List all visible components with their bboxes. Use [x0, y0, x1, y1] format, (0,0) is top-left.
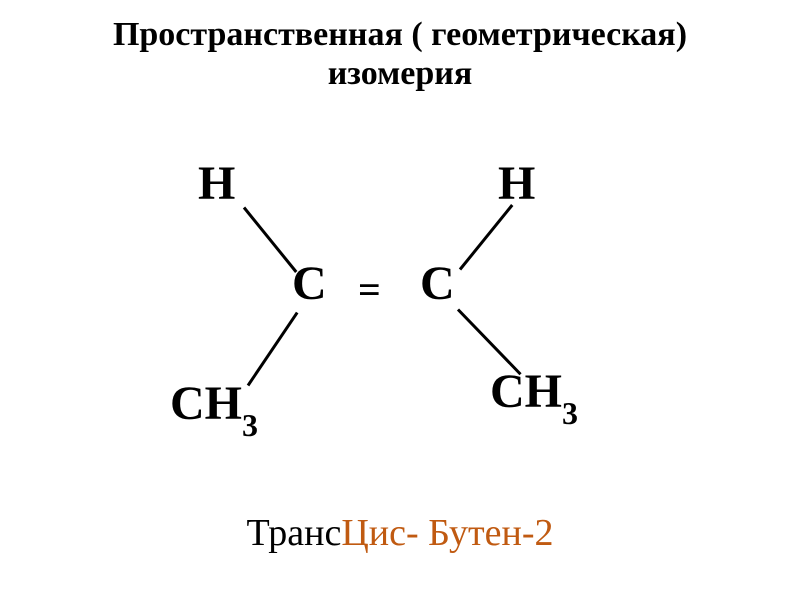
title-line-2: изомерия: [0, 54, 800, 93]
atom-ch3-left: CH3: [170, 380, 258, 435]
atom-ch3-right: CH3: [490, 368, 578, 423]
atom-c-left: C: [292, 260, 327, 308]
atom-c-right: C: [420, 260, 455, 308]
bond-h1-c1: [243, 207, 298, 273]
ch3-left-sub: 3: [242, 407, 258, 443]
molecule-diagram: H H C C CH3 CH3 =: [0, 140, 800, 500]
ch3-right-base: CH: [490, 365, 562, 418]
ch3-right-sub: 3: [562, 395, 578, 431]
isomer-labels: ТрансЦис- Бутен-2: [0, 511, 800, 555]
label-cis: Цис- Бутен-2: [341, 512, 553, 554]
ch3-left-base: CH: [170, 377, 242, 430]
atom-h-left: H: [198, 160, 235, 208]
title-line-1: Пространственная ( геометрическая): [0, 15, 800, 54]
page-title: Пространственная ( геометрическая) изоме…: [0, 15, 800, 93]
atom-h-right: H: [498, 160, 535, 208]
bond-c2-h2: [459, 204, 514, 270]
label-trans: Транс: [247, 512, 342, 554]
double-bond-symbol: =: [358, 266, 381, 313]
bond-ch3a-c1: [247, 312, 299, 387]
